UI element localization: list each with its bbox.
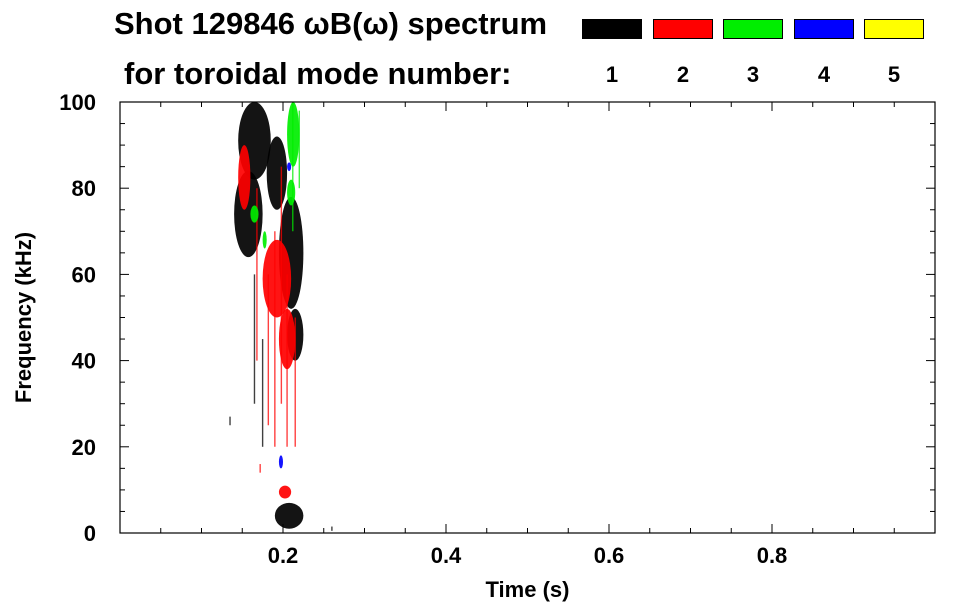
x-axis-title: Time (s) <box>486 577 570 602</box>
mode-3-region-3 <box>262 231 267 249</box>
y-axis-title: Frequency (kHz) <box>11 232 36 403</box>
legend-swatch-mode-1 <box>582 19 642 39</box>
x-tick-label: 0.8 <box>757 543 788 568</box>
legend-label-mode-3: 3 <box>746 62 760 87</box>
mode-4-region-1 <box>287 162 292 171</box>
mode-3-region-1 <box>287 179 296 206</box>
legend-swatch-mode-5 <box>864 19 924 39</box>
y-tick-label: 100 <box>59 90 96 115</box>
legend-label-mode-5: 5 <box>887 62 901 87</box>
chart-title: Shot 129846 ωB(ω) spectrum <box>114 6 548 41</box>
x-tick-label: 0.2 <box>268 543 299 568</box>
mode-1-region-5 <box>274 502 304 529</box>
series-mode-2 <box>238 145 296 499</box>
legend-swatch-mode-3 <box>723 19 783 39</box>
chart-subtitle: for toroidal mode number: <box>124 56 512 91</box>
mode-2-region-3 <box>278 485 292 499</box>
y-tick-label: 0 <box>84 521 96 546</box>
legend-swatch-mode-4 <box>794 19 854 39</box>
legend-label-mode-1: 1 <box>605 62 619 87</box>
y-tick-label: 20 <box>72 435 96 460</box>
axis-tick-labels: 0.2 0.4 0.6 0.8 0 20 40 60 80 100 <box>59 90 787 568</box>
axis-ticks <box>119 101 936 534</box>
legend-swatch-mode-2 <box>653 19 713 39</box>
series-mode-4 <box>278 162 292 469</box>
legend-label-mode-2: 2 <box>676 62 690 87</box>
x-tick-label: 0.6 <box>594 543 625 568</box>
x-tick-label: 0.4 <box>431 543 462 568</box>
series-mode-3 <box>250 102 300 249</box>
y-tick-label: 60 <box>72 262 96 287</box>
mode-2-region-2 <box>238 145 251 210</box>
mode-4-region-0 <box>278 455 283 469</box>
legend-label-mode-4: 4 <box>817 62 831 87</box>
mode-3-region-2 <box>250 205 259 223</box>
mode-1-region-2 <box>266 136 288 210</box>
spectrogram-data <box>229 101 333 531</box>
mode-2-region-0 <box>262 239 292 318</box>
y-tick-label: 80 <box>72 176 96 201</box>
y-tick-label: 40 <box>72 349 96 374</box>
